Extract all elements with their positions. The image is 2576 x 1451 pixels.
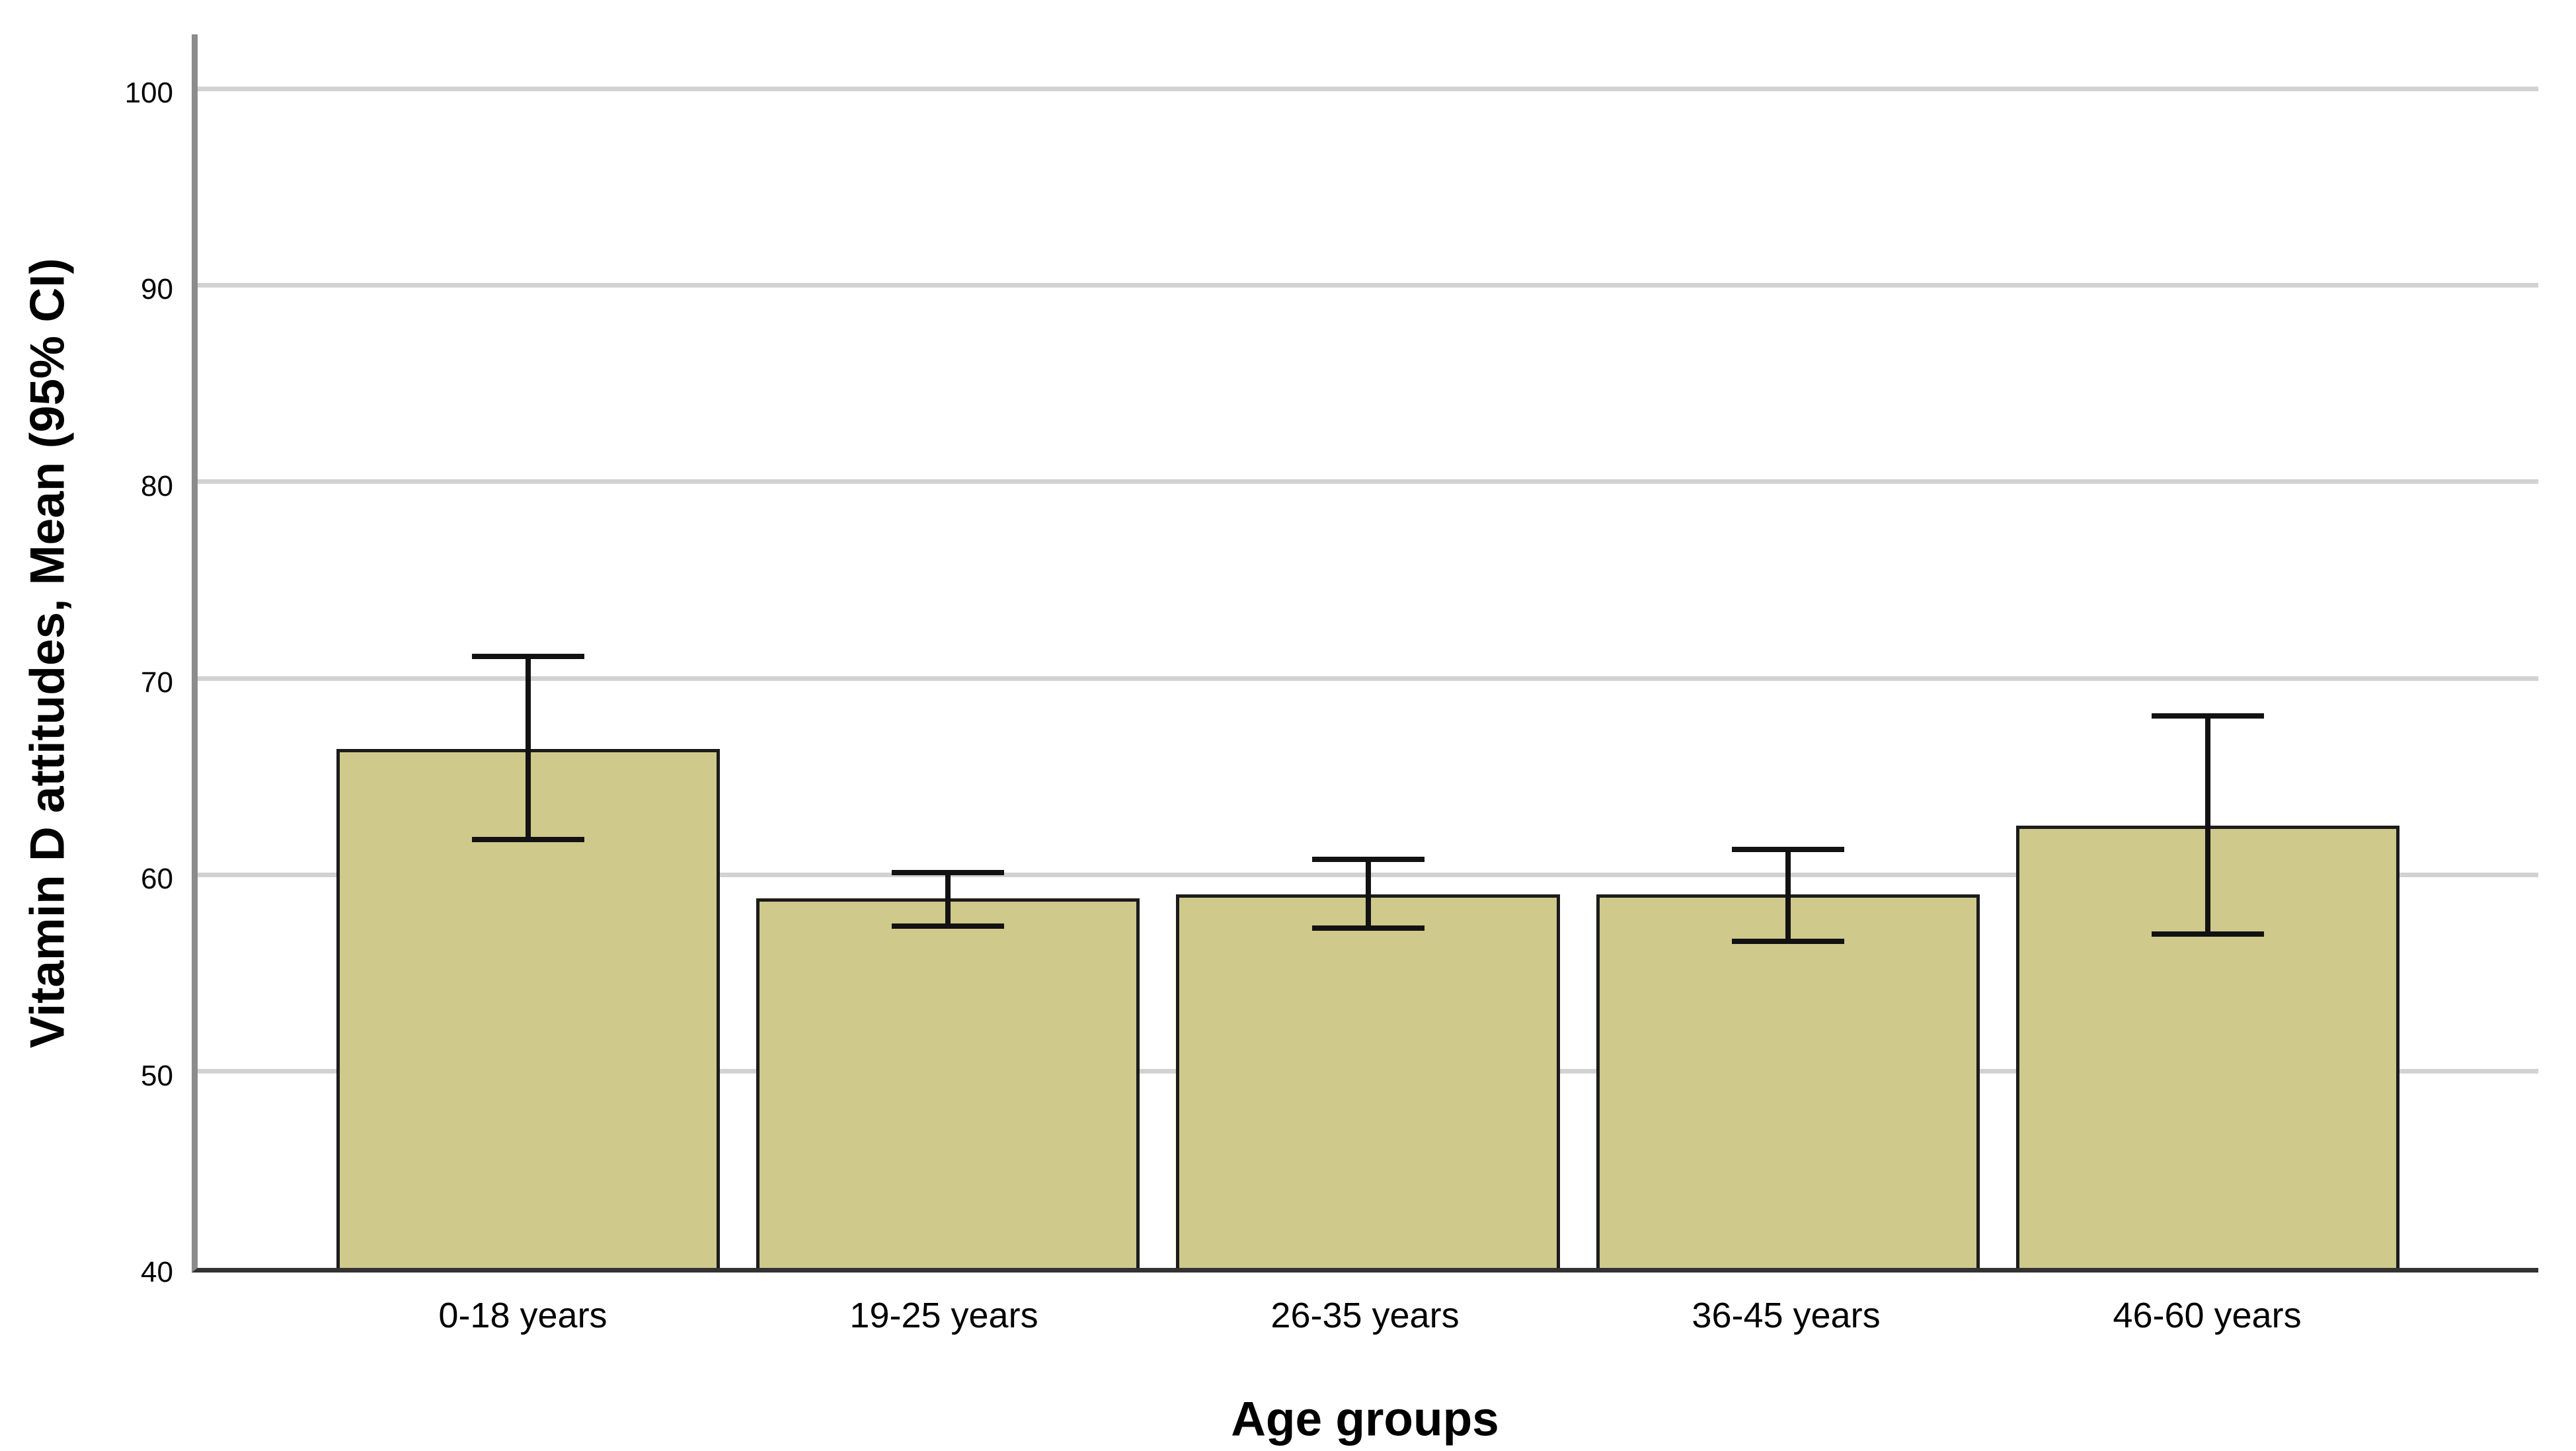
bar-slot-26-35-years — [1176, 34, 1560, 1268]
bar-36-45-years — [1596, 894, 1980, 1268]
plot-area — [192, 34, 2538, 1273]
bar-slot-19-25-years — [756, 34, 1140, 1268]
x-category-label-36-45-years: 36-45 years — [1692, 1296, 1881, 1335]
error-bar-0-18-years — [472, 654, 585, 842]
bars-layer — [198, 34, 2538, 1268]
bar-19-25-years — [756, 898, 1140, 1268]
error-bar-cap-upper-19-25-years — [892, 870, 1005, 876]
bar-26-35-years — [1176, 894, 1560, 1268]
gridline-90 — [198, 283, 2538, 288]
x-category-label-46-60-years: 46-60 years — [2113, 1296, 2302, 1335]
x-category-label-26-35-years: 26-35 years — [1270, 1296, 1460, 1335]
error-bar-stem-46-60-years — [2205, 713, 2210, 937]
y-tick-label-80: 80 — [141, 469, 173, 502]
y-axis-tick-labels: 40 50 60 70 80 90 100 — [0, 0, 173, 1451]
bar-slot-36-45-years — [1596, 34, 1980, 1268]
error-bar-cap-lower-0-18-years — [472, 836, 585, 842]
error-bar-19-25-years — [892, 870, 1005, 929]
error-bar-cap-upper-36-45-years — [1731, 846, 1844, 852]
error-bar-cap-lower-46-60-years — [2151, 931, 2264, 937]
x-category-label-0-18-years: 0-18 years — [438, 1296, 607, 1335]
error-bar-stem-26-35-years — [1365, 856, 1371, 931]
y-tick-label-90: 90 — [141, 273, 173, 306]
error-bar-36-45-years — [1731, 846, 1844, 945]
gridline-100 — [198, 86, 2538, 91]
x-axis-category-labels: 0-18 years 19-25 years 26-35 years 36-45 ye… — [192, 1293, 2538, 1338]
error-bar-26-35-years — [1311, 856, 1425, 931]
error-bar-cap-lower-36-45-years — [1731, 939, 1844, 945]
y-tick-label-60: 60 — [141, 863, 173, 896]
y-tick-label-40: 40 — [141, 1256, 173, 1288]
error-bar-cap-lower-19-25-years — [892, 923, 1005, 929]
error-bar-cap-upper-46-60-years — [2151, 713, 2264, 719]
bar-slot-46-60-years — [2015, 34, 2400, 1268]
gridline-80 — [198, 479, 2538, 485]
x-axis-title: Age groups — [1231, 1392, 1499, 1446]
gridline-70 — [198, 676, 2538, 681]
bar-slot-0-18-years — [336, 34, 721, 1268]
error-bar-stem-0-18-years — [526, 654, 531, 842]
error-bar-cap-lower-26-35-years — [1311, 925, 1425, 931]
y-tick-label-70: 70 — [141, 666, 173, 699]
error-bar-46-60-years — [2151, 713, 2264, 937]
error-bar-cap-upper-0-18-years — [472, 654, 585, 660]
x-category-label-19-25-years: 19-25 years — [849, 1296, 1038, 1335]
error-bar-stem-36-45-years — [1785, 846, 1791, 945]
error-bar-cap-upper-26-35-years — [1311, 856, 1425, 862]
y-tick-label-100: 100 — [124, 77, 173, 110]
error-bar-stem-19-25-years — [945, 870, 951, 929]
y-tick-label-50: 50 — [141, 1059, 173, 1092]
